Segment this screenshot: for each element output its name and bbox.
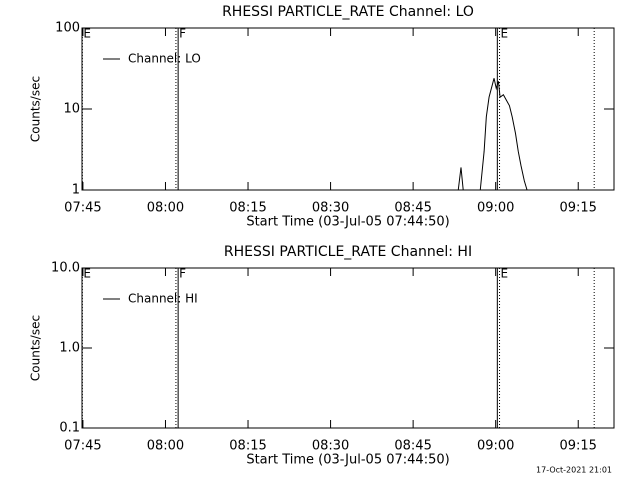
- x-tick-label: 07:45: [64, 201, 101, 216]
- y-tick-label: 10.0: [51, 261, 80, 276]
- x-tick-label: 08:45: [394, 439, 431, 454]
- y-tick-label: 0.1: [59, 421, 80, 436]
- y-axis-label: Counts/sec: [29, 315, 43, 381]
- x-tick-label: 09:00: [477, 439, 514, 454]
- x-tick-label: 09:00: [477, 201, 514, 216]
- marker-label: E: [83, 27, 91, 41]
- x-axis-label: Start Time (03-Jul-05 07:44:50): [246, 453, 449, 468]
- x-tick-label: 08:15: [229, 439, 266, 454]
- data-line: [457, 78, 528, 190]
- x-tick-label: 08:45: [394, 201, 431, 216]
- y-tick-label: 100: [55, 21, 80, 36]
- marker-label: E: [501, 267, 509, 281]
- y-axis-label: Counts/sec: [29, 76, 43, 142]
- legend-label: Channel: HI: [128, 292, 198, 306]
- x-tick-label: 08:00: [147, 201, 184, 216]
- marker-label: E: [501, 27, 509, 41]
- x-tick-label: 08:15: [229, 201, 266, 216]
- legend-label: Channel: LO: [128, 52, 201, 66]
- y-tick-label: 1: [72, 183, 80, 198]
- y-tick-label: 1.0: [59, 341, 80, 356]
- x-tick-label: 08:00: [147, 439, 184, 454]
- timestamp: 17-Oct-2021 21:01: [536, 466, 612, 475]
- chart-title: RHESSI PARTICLE_RATE Channel: HI: [224, 244, 472, 260]
- marker-label: F: [179, 267, 186, 281]
- x-tick-label: 09:15: [559, 201, 596, 216]
- x-tick-label: 09:15: [559, 439, 596, 454]
- x-tick-label: 08:30: [312, 439, 349, 454]
- y-tick-label: 10: [63, 102, 80, 117]
- x-tick-label: 08:30: [312, 201, 349, 216]
- marker-label: F: [179, 27, 186, 41]
- x-axis-label: Start Time (03-Jul-05 07:44:50): [246, 215, 449, 230]
- chart-title: RHESSI PARTICLE_RATE Channel: LO: [222, 4, 474, 20]
- marker-label: E: [83, 267, 91, 281]
- x-tick-label: 07:45: [64, 439, 101, 454]
